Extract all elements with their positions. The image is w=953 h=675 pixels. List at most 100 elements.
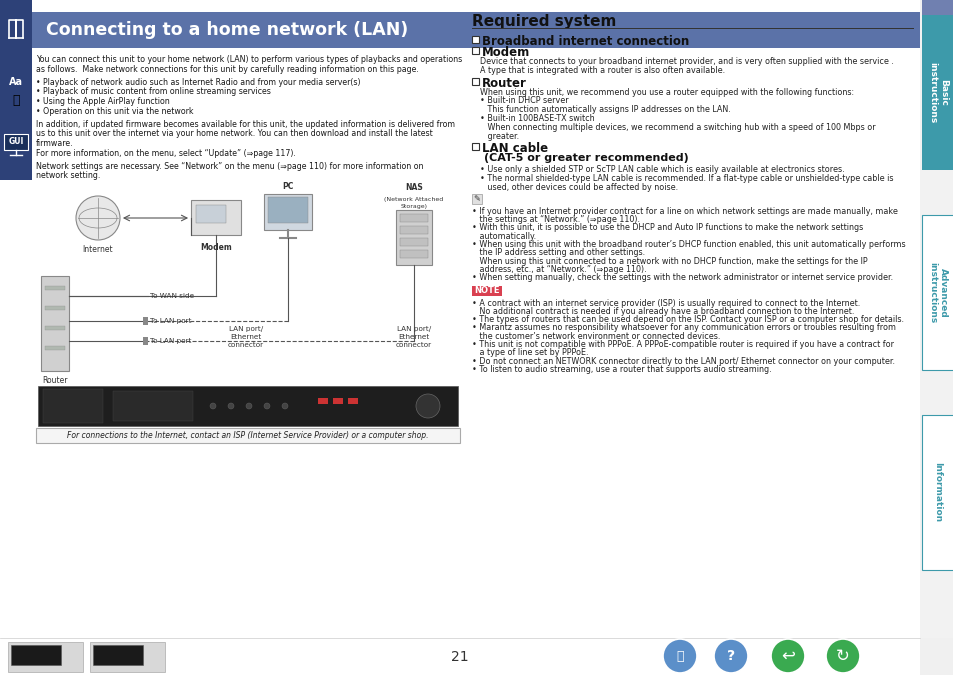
Bar <box>0 130 32 180</box>
Bar <box>317 398 328 404</box>
Bar <box>921 15 953 170</box>
Circle shape <box>76 196 120 240</box>
Text: • Built-in DHCP server: • Built-in DHCP server <box>479 97 568 105</box>
Circle shape <box>228 403 233 409</box>
Text: • If you have an Internet provider contract for a line on which network settings: • If you have an Internet provider contr… <box>472 207 897 216</box>
Text: LAN cable: LAN cable <box>481 142 548 155</box>
Text: ✎: ✎ <box>473 194 480 203</box>
Bar <box>0 638 953 675</box>
Text: • This unit is not compatible with PPPoE. A PPPoE-compatible router is required : • This unit is not compatible with PPPoE… <box>472 340 893 349</box>
Text: the customer’s network environment or connected devices.: the customer’s network environment or co… <box>472 331 720 341</box>
Bar <box>472 143 478 151</box>
Circle shape <box>825 639 859 673</box>
Text: NAS: NAS <box>405 183 422 192</box>
Text: • The normal shielded-type LAN cable is recommended. If a flat-type cable or uns: • The normal shielded-type LAN cable is … <box>479 174 893 183</box>
Bar <box>143 337 148 345</box>
Bar <box>268 197 308 223</box>
Text: Modem: Modem <box>200 243 232 252</box>
Bar <box>264 194 312 230</box>
Text: us to this unit over the internet via your home network. You can then download a: us to this unit over the internet via yo… <box>36 130 433 138</box>
Text: • Do not connect an NETWORK connector directly to the LAN port/ Ethernet connect: • Do not connect an NETWORK connector di… <box>472 356 894 366</box>
Text: NOTE: NOTE <box>474 286 499 295</box>
Bar <box>11 645 61 665</box>
Text: Router: Router <box>481 76 526 90</box>
Text: the settings at “Network.” (⇒page 110).: the settings at “Network.” (⇒page 110). <box>472 215 639 224</box>
Text: Ethernet: Ethernet <box>398 334 429 340</box>
Bar <box>0 0 32 65</box>
Bar <box>0 638 919 675</box>
Text: 🎭: 🎭 <box>12 94 20 107</box>
Text: Aa: Aa <box>9 77 23 87</box>
Bar <box>472 194 481 204</box>
Bar <box>0 65 32 130</box>
Bar <box>90 642 165 672</box>
Circle shape <box>416 394 439 418</box>
Text: 21: 21 <box>451 650 468 664</box>
Bar <box>112 391 193 421</box>
Bar <box>36 186 459 431</box>
Bar <box>472 36 478 43</box>
Text: Basic
instructions: Basic instructions <box>927 62 946 123</box>
Text: PC: PC <box>282 182 294 191</box>
Bar <box>195 205 226 223</box>
Text: automatically.: automatically. <box>472 232 536 241</box>
Bar <box>191 200 241 235</box>
Text: Storage): Storage) <box>400 204 427 209</box>
Text: Network settings are necessary. See “Network” on the menu (⇒page 110) for more i: Network settings are necessary. See “Net… <box>36 162 423 171</box>
Text: GUI: GUI <box>9 138 24 146</box>
Text: Device that connects to your broadband internet provider, and is very often supp: Device that connects to your broadband i… <box>479 57 893 66</box>
Text: address, etc., at “Network.” (⇒page 110).: address, etc., at “Network.” (⇒page 110)… <box>472 265 646 274</box>
Text: Modem: Modem <box>481 46 530 59</box>
Bar <box>399 250 428 258</box>
Bar <box>921 415 953 570</box>
Bar <box>143 317 148 325</box>
Bar <box>472 286 501 296</box>
Text: used, other devices could be affected by noise.: used, other devices could be affected by… <box>479 183 678 192</box>
Text: For more information, on the menu, select “Update” (⇒page 117).: For more information, on the menu, selec… <box>36 148 295 157</box>
Bar <box>921 0 953 15</box>
Bar <box>45 346 65 350</box>
Bar <box>472 78 478 84</box>
Text: You can connect this unit to your home network (LAN) to perform various types of: You can connect this unit to your home n… <box>36 55 462 64</box>
Text: • When setting manually, check the settings with the network administrator or in: • When setting manually, check the setti… <box>472 273 892 282</box>
Text: Advanced
instructions: Advanced instructions <box>927 262 946 323</box>
Text: ↻: ↻ <box>835 647 849 665</box>
Circle shape <box>770 639 804 673</box>
Text: firmware.: firmware. <box>36 139 73 148</box>
Text: • Marantz assumes no responsibility whatsoever for any communication errors or t: • Marantz assumes no responsibility what… <box>472 323 895 332</box>
Text: • When using this unit with the broadband router’s DHCP function enabled, this u: • When using this unit with the broadban… <box>472 240 904 249</box>
Text: This function automatically assigns IP addresses on the LAN.: This function automatically assigns IP a… <box>479 105 730 114</box>
Text: • Playback of music content from online streaming services: • Playback of music content from online … <box>36 88 271 97</box>
Circle shape <box>282 403 288 409</box>
Text: ?: ? <box>726 649 735 663</box>
Bar <box>472 28 913 29</box>
Text: When using this unit, we recommend you use a router equipped with the following : When using this unit, we recommend you u… <box>479 88 853 97</box>
Bar <box>399 238 428 246</box>
Text: Internet: Internet <box>83 245 113 254</box>
Bar <box>92 645 143 665</box>
Text: No additional contract is needed if you already have a broadband connection to t: No additional contract is needed if you … <box>472 307 854 316</box>
Text: Information: Information <box>933 462 942 522</box>
Bar <box>45 326 65 330</box>
Text: LAN port/: LAN port/ <box>229 326 263 332</box>
Bar <box>395 210 432 265</box>
Bar <box>8 642 83 672</box>
Bar <box>399 214 428 222</box>
Text: Required system: Required system <box>472 14 616 29</box>
Text: (Network Attached: (Network Attached <box>384 197 443 202</box>
Text: Router: Router <box>42 376 68 385</box>
Text: • Using the Apple AirPlay function: • Using the Apple AirPlay function <box>36 97 170 106</box>
Text: • Playback of network audio such as Internet Radio and from your media server(s): • Playback of network audio such as Inte… <box>36 78 360 87</box>
Text: ↩: ↩ <box>781 647 794 665</box>
Text: To LAN port: To LAN port <box>150 338 192 344</box>
Text: A type that is integrated with a router is also often available.: A type that is integrated with a router … <box>479 65 724 75</box>
Circle shape <box>246 403 252 409</box>
Text: as follows.  Make network connections for this unit by carefully reading informa: as follows. Make network connections for… <box>36 65 418 74</box>
Text: a type of line set by PPPoE.: a type of line set by PPPoE. <box>472 348 588 357</box>
Circle shape <box>210 403 215 409</box>
Bar <box>32 12 919 48</box>
Text: For connections to the Internet, contact an ISP (Internet Service Provider) or a: For connections to the Internet, contact… <box>67 431 428 440</box>
Text: • The types of routers that can be used depend on the ISP. Contact your ISP or a: • The types of routers that can be used … <box>472 315 903 324</box>
Text: connector: connector <box>228 342 264 348</box>
Text: Ethernet: Ethernet <box>230 334 261 340</box>
